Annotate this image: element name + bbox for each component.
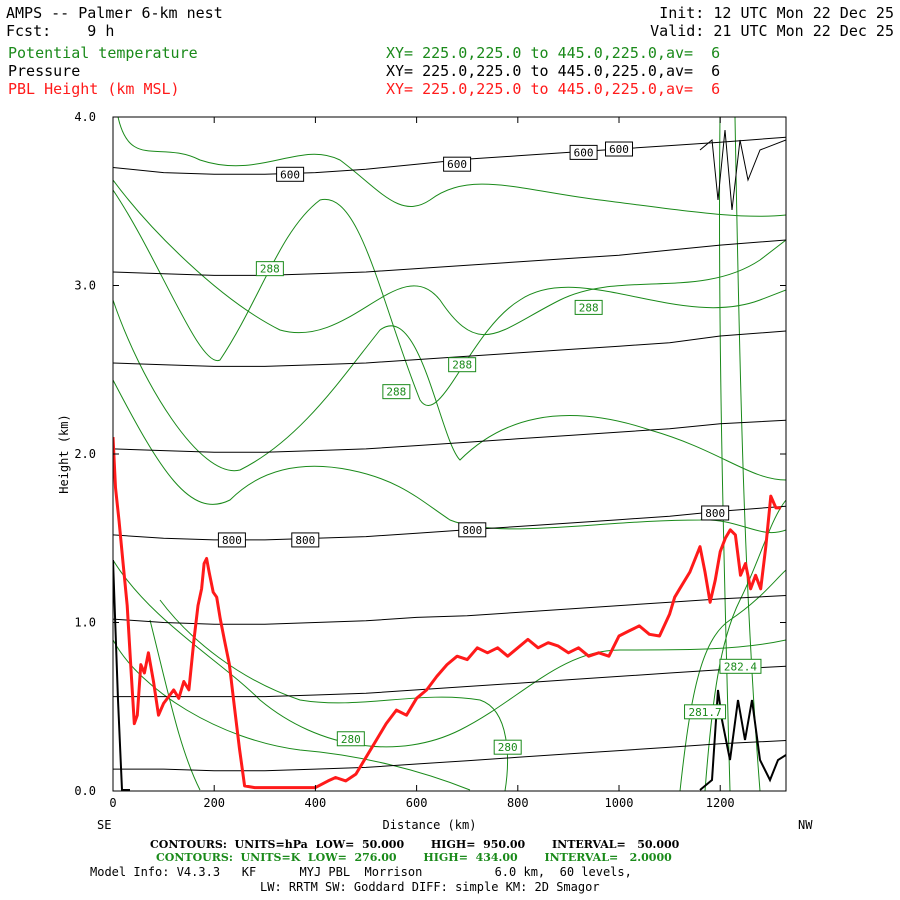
theta-contour-line [113,299,786,481]
pressure-contour-line [113,505,786,541]
x-tick-label: 1000 [605,796,634,810]
theta-contour-line [117,117,786,217]
pressure-contour-label: 600 [609,143,629,156]
theta-contour-label: 288 [452,359,472,372]
pressure-contour-label: 800 [295,534,315,547]
valid-time: Valid: 21 UTC Mon 22 Dec 25 [650,22,894,40]
theta-contour-label: 288 [579,301,599,314]
pbl-height-line [113,437,781,790]
pbl-height-series [113,437,781,790]
theta-contours [113,117,786,791]
y-tick-label: 2.0 [74,447,96,461]
x-tick-label: 1200 [706,796,735,810]
theta-contour-line [113,179,786,336]
theta-contour-label: 280 [498,741,518,754]
theta-contour-line [113,379,786,534]
footer-pressure-contours: CONTOURS: UNITS=hPa LOW= 50.000 HIGH= 95… [150,838,680,851]
x-tick-label: 200 [203,796,225,810]
pressure-contour-label: 800 [222,534,242,547]
theta-contour-line [149,619,201,791]
pressure-contour-line [113,239,786,276]
theta-contour-line [704,499,786,791]
field-xy-pressure: XY= 225.0,225.0 to 445.0,225.0,av= 6 [386,62,721,80]
field-name-theta: Potential temperature [8,44,198,62]
pressure-contour-line [113,136,786,175]
theta-contour-label: 281.7 [688,706,721,719]
x-tick-label: 400 [305,796,327,810]
theta-contour-label-box [719,658,762,674]
field-name-pressure: Pressure [8,62,81,80]
pressure-contour-line [113,330,786,367]
theta-contour-label: 280 [341,733,361,746]
pressure-contour-line [113,595,786,625]
se-end-label: SE [97,818,111,832]
pressure-contour-label-box [443,156,472,172]
pressure-contour-label: 800 [462,524,482,537]
theta-contour-line [113,559,786,748]
theta-contour-label: 288 [260,263,280,276]
x-tick-label: 800 [507,796,529,810]
theta-contour-line [159,599,508,791]
theta-contour-line [718,117,731,791]
theta-contour-line [113,189,786,407]
init-time: Init: 12 UTC Mon 22 Dec 25 [659,4,894,22]
pressure-contour-line [113,665,786,698]
theta-contour-label-box [448,357,477,373]
theta-contour-label: 288 [386,386,406,399]
theta-contour-line [734,117,761,791]
x-tick-label: 0 [109,796,116,810]
forecast-hour: Fcst: 9 h [6,22,115,40]
wave-line-nw [699,129,786,211]
pressure-contour-label: 600 [574,146,594,159]
pressure-contour-label-box [291,532,320,548]
y-tick-label: 3.0 [74,279,96,293]
theta-contour-label-box [574,299,603,315]
y-tick-label: 4.0 [74,110,96,124]
pressure-contour-label: 600 [280,168,300,181]
pressure-contour-label-box [605,141,634,157]
theta-contour-label-box [493,739,522,755]
x-tick-label: 600 [406,796,428,810]
footer-model-info: Model Info: V4.3.3 KF MYJ PBL Morrison 6… [90,865,632,879]
x-axis-label: Distance (km) [383,818,477,832]
pressure-contour-label-box [569,144,598,160]
pressure-contour-label-box [701,505,730,521]
theta-contour-label-box [382,384,411,400]
plot-frame [112,116,787,792]
y-axis-label: Height (km) [57,414,71,493]
pressure-contour-line [113,740,786,772]
nw-end-label: NW [798,818,813,832]
model-title: AMPS -- Palmer 6-km nest [6,4,223,22]
pressure-contour-label: 800 [705,507,725,520]
pressure-contour-label-box [458,522,487,538]
field-xy-pbl: XY= 225.0,225.0 to 445.0,225.0,av= 6 [386,80,721,98]
y-tick-label: 1.0 [74,616,96,630]
pressure-contour-label: 600 [447,158,467,171]
theta-contour-line [113,639,471,791]
field-xy-theta: XY= 225.0,225.0 to 445.0,225.0,av= 6 [386,44,721,62]
pressure-contour-label-box [276,166,305,182]
footer-model-info-2: LW: RRTM SW: Goddard DIFF: simple KM: 2D… [260,880,600,894]
pressure-contour-line [113,419,786,453]
y-tick-label: 0.0 [74,784,96,798]
theta-contour-line [679,569,786,791]
theta-contour-label-box [336,731,365,747]
terrain-line-se [113,559,130,791]
pressure-contours [113,129,786,791]
pressure-contour-label-box [217,532,246,548]
theta-contour-label-box [684,704,727,720]
footer-theta-contours: CONTOURS: UNITS=K LOW= 276.00 HIGH= 434.… [156,851,672,864]
theta-contour-label-box [255,261,284,277]
axes: 0 200 400 600 800 1000 1200 0.0 1.0 2.0 3.0 4.0 Dist… [57,110,813,832]
theta-contour-label: 282.4 [724,660,757,673]
contour-labels: 600 600 600 600 800 800 800 800 288 288 288 288 280 2… [217,141,762,755]
field-name-pbl: PBL Height (km MSL) [8,80,180,98]
